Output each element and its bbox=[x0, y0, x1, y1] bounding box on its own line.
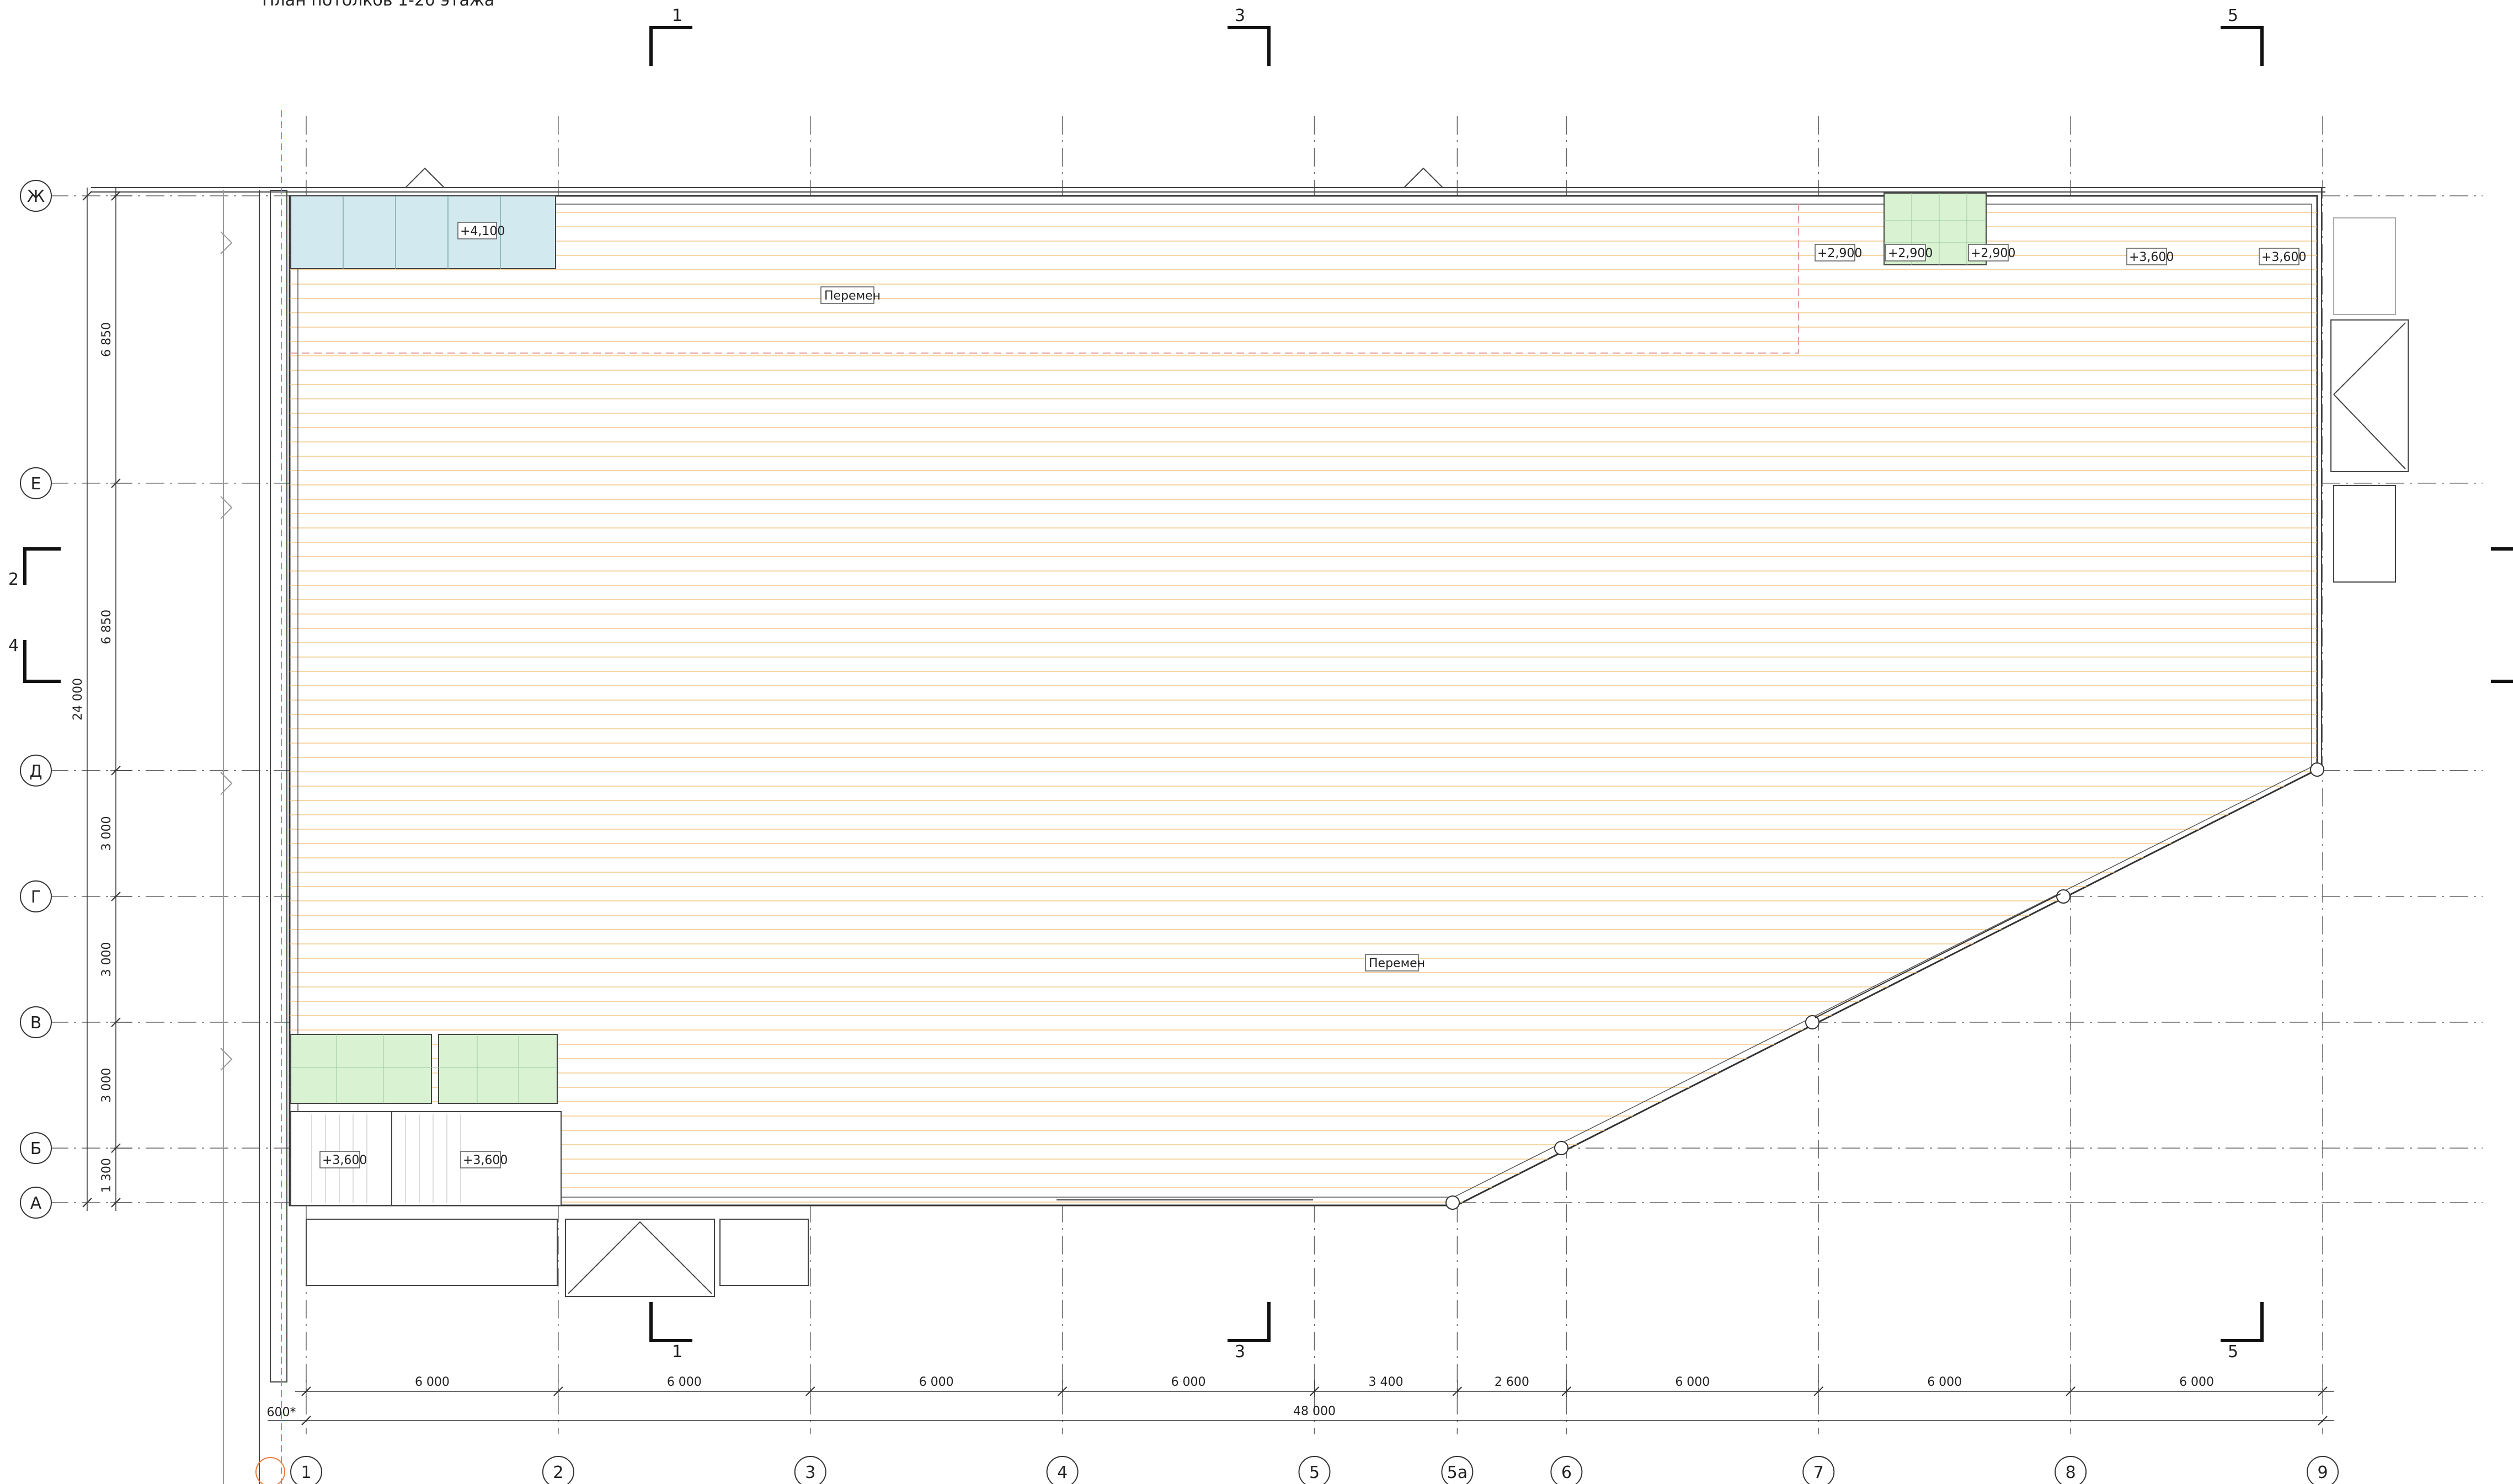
dashed-zone-outline bbox=[290, 204, 1799, 354]
bottom-dimension-chain: 6 000 6 000 6 000 6 000 3 400 2 600 6 000 6 000… bbox=[267, 1375, 2334, 1426]
row-axis-label: В bbox=[30, 1013, 42, 1033]
column-axis-bubble bbox=[794, 1456, 826, 1484]
row-axis-bubble bbox=[20, 1132, 52, 1165]
dimension-text: 6 000 bbox=[2179, 1375, 2214, 1389]
column-axis-label: 2 bbox=[553, 1463, 563, 1482]
height-tag: +3,600 bbox=[322, 1154, 367, 1167]
section-label: 2 bbox=[8, 570, 19, 589]
dimension-tick bbox=[2318, 1416, 2328, 1426]
column-axis-bubble bbox=[1550, 1456, 1583, 1484]
height-tag: +2,900 bbox=[1971, 247, 2015, 260]
columns bbox=[1445, 762, 2324, 1210]
dimension-tick bbox=[82, 1198, 92, 1208]
row-axis-bubble bbox=[20, 467, 52, 499]
ceiling-stripes bbox=[290, 212, 2317, 1203]
column-axis-label: 9 bbox=[2317, 1463, 2328, 1482]
ceiling-slab bbox=[289, 195, 2318, 1207]
row-axis-bubbles: Ж Е Д Г В Б А bbox=[20, 180, 52, 1219]
row-axis-bubble bbox=[20, 1187, 52, 1219]
dimension-total-text: 48 000 bbox=[1293, 1405, 1336, 1418]
ceiling-label: Перемен bbox=[1369, 957, 1425, 970]
ceiling-annotations: Перемен Перемен +4,100 +2,900 +2,900 +2,… bbox=[319, 222, 2306, 1168]
column-axis-bubble bbox=[290, 1456, 322, 1484]
dimension-tick bbox=[301, 1416, 311, 1426]
row-axis-label: Г bbox=[31, 888, 41, 907]
section-mark-labels: 1 3 5 1 3 5 2 4 bbox=[8, 6, 2238, 1362]
right-facade bbox=[2321, 188, 2409, 772]
column-axis-label: 1 bbox=[301, 1463, 311, 1482]
column-axis-label: 7 bbox=[1813, 1463, 1824, 1482]
section-label: 1 bbox=[672, 1342, 682, 1362]
row-axis-label: Б bbox=[30, 1139, 42, 1159]
row-axis-bubble bbox=[20, 1006, 52, 1039]
row-axis-label: Д bbox=[29, 762, 42, 781]
row-axis-label: А bbox=[30, 1194, 42, 1213]
column-axis-label: 3 bbox=[805, 1463, 815, 1482]
column-axis-label: 5а bbox=[1447, 1463, 1468, 1482]
row-axis-bubble bbox=[20, 880, 52, 912]
drawing-title: План потолков 1-20 этажа bbox=[262, 0, 494, 10]
left-wall bbox=[220, 110, 287, 1484]
dimension-offset-text: 600* bbox=[267, 1406, 296, 1419]
left-dimension-chain: 6 850 6 850 3 000 3 000 3 000 1 300 24 000 bbox=[71, 188, 132, 1211]
section-label: 5 bbox=[2228, 6, 2238, 25]
section-label: 4 bbox=[8, 636, 19, 655]
dimension-text: 1 300 bbox=[100, 1158, 114, 1193]
row-axis-label: Ж bbox=[27, 187, 45, 206]
height-tag: +3,600 bbox=[463, 1154, 508, 1167]
bottom-facade bbox=[306, 1199, 1313, 1297]
dimension-text: 6 000 bbox=[1675, 1375, 1710, 1389]
height-tag: +2,900 bbox=[1888, 247, 1933, 260]
column-axis-lines bbox=[306, 116, 2323, 1434]
glazed-box-top-left bbox=[290, 195, 556, 269]
row-axis-bubble bbox=[20, 754, 52, 787]
dimension-text: 3 000 bbox=[100, 942, 114, 976]
dimension-text: 6 000 bbox=[919, 1375, 954, 1389]
dimension-tick bbox=[82, 191, 92, 201]
dimension-total-text: 24 000 bbox=[71, 678, 85, 720]
row-axis-bubble bbox=[20, 180, 52, 212]
column-axis-label: 8 bbox=[2066, 1463, 2076, 1482]
column-axis-bubble bbox=[2307, 1456, 2339, 1484]
row-axis-label: Е bbox=[31, 474, 41, 494]
dimension-text: 3 400 bbox=[1368, 1375, 1403, 1389]
ceiling-label: Перемен bbox=[824, 289, 881, 303]
dimension-text: 6 000 bbox=[1927, 1375, 1962, 1389]
height-tag: +2,900 bbox=[1817, 247, 1862, 260]
column-axis-bubble bbox=[1802, 1456, 1835, 1484]
section-label: 3 bbox=[1235, 1342, 1245, 1362]
column-axis-bubble bbox=[542, 1456, 574, 1484]
column-axis-label: 4 bbox=[1057, 1463, 1068, 1482]
dimension-text: 6 850 bbox=[100, 322, 114, 357]
column-axis-bubble bbox=[1046, 1456, 1079, 1484]
height-tag: +4,100 bbox=[460, 225, 505, 238]
section-label: 3 bbox=[1235, 6, 1245, 25]
section-label: 1 bbox=[672, 6, 682, 25]
column-axis-bubble bbox=[1298, 1456, 1331, 1484]
dimension-text: 6 000 bbox=[1171, 1375, 1206, 1389]
section-label: 5 bbox=[2228, 1342, 2238, 1362]
section-marks bbox=[23, 26, 2513, 1342]
top-facade bbox=[91, 167, 2325, 193]
column-axis-bubble bbox=[2055, 1456, 2087, 1484]
dimension-text: 3 000 bbox=[100, 816, 114, 851]
slab-outline bbox=[289, 195, 2318, 1207]
dimension-text: 2 600 bbox=[1495, 1375, 1529, 1389]
bottom-left-rooms bbox=[290, 1034, 562, 1206]
dimension-text: 6 850 bbox=[100, 610, 114, 644]
dimension-text: 6 000 bbox=[667, 1375, 702, 1389]
height-tag: +3,600 bbox=[2129, 250, 2174, 264]
column-axis-bubble bbox=[1441, 1456, 1474, 1484]
dimension-text: 3 000 bbox=[100, 1068, 114, 1103]
dimension-text: 6 000 bbox=[415, 1375, 450, 1389]
column-axis-label: 5 bbox=[1309, 1463, 1320, 1482]
column-axis-label: 6 bbox=[1561, 1463, 1572, 1482]
height-tag: +3,600 bbox=[2261, 250, 2306, 264]
column-axis-bubbles: 1 2 3 4 5 5а 6 7 8 9 bbox=[290, 1456, 2339, 1484]
